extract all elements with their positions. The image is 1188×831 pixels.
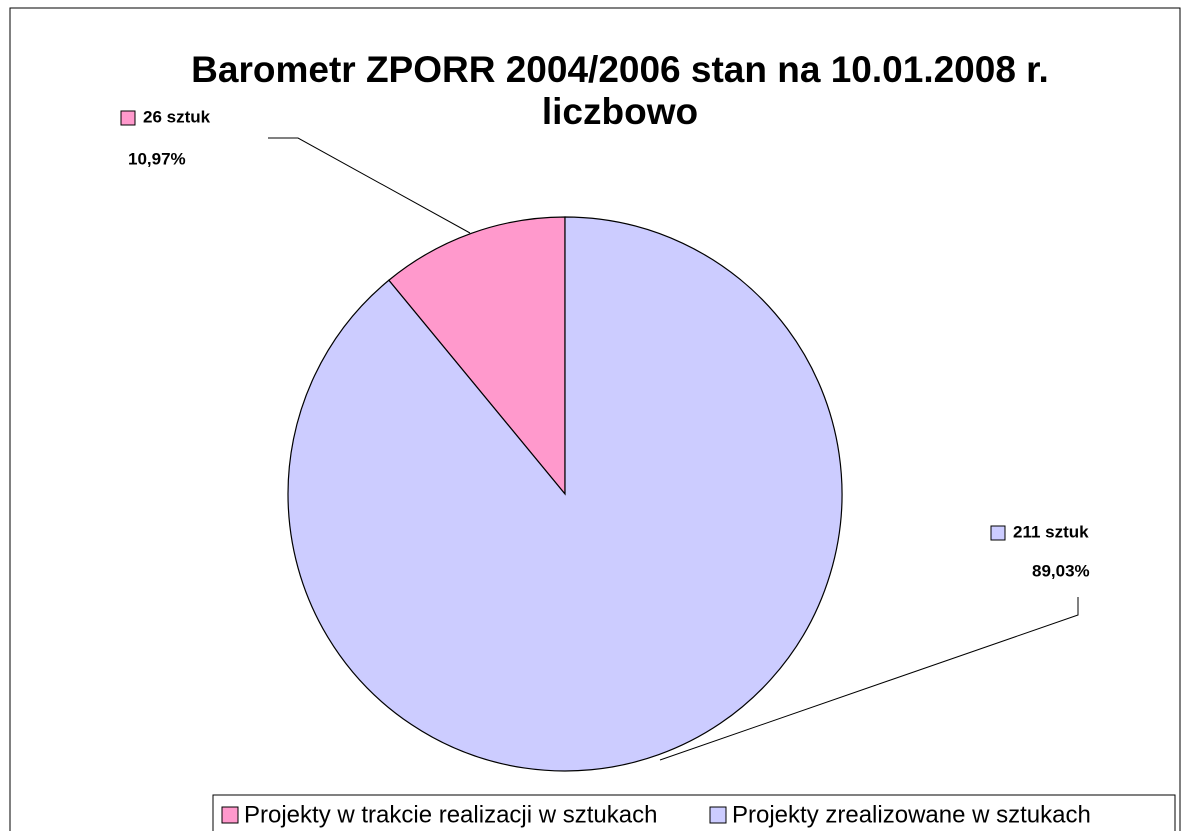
legend-label: Projekty w trakcie realizacji w sztukach bbox=[244, 801, 657, 828]
data-label: 211 sztuk bbox=[1013, 522, 1089, 541]
pie-slice bbox=[387, 216, 566, 496]
percent-label: 10,97% bbox=[128, 149, 186, 168]
label-swatch bbox=[120, 110, 136, 126]
percent-label: 89,03% bbox=[1032, 561, 1090, 580]
leader-line bbox=[659, 597, 1079, 761]
chart-title: Barometr ZPORR 2004/2006 stan na 10.01.2… bbox=[191, 49, 1049, 90]
data-label: 26 sztuk bbox=[143, 107, 211, 126]
legend-label: Projekty zrealizowane w sztukach bbox=[732, 801, 1091, 828]
label-swatch bbox=[990, 525, 1006, 541]
chart-title: liczbowo bbox=[542, 91, 698, 132]
leader-line bbox=[268, 137, 471, 234]
legend-box bbox=[212, 794, 1176, 831]
pie-slice bbox=[287, 216, 843, 772]
legend-swatch bbox=[221, 806, 239, 824]
legend-swatch bbox=[709, 806, 727, 824]
